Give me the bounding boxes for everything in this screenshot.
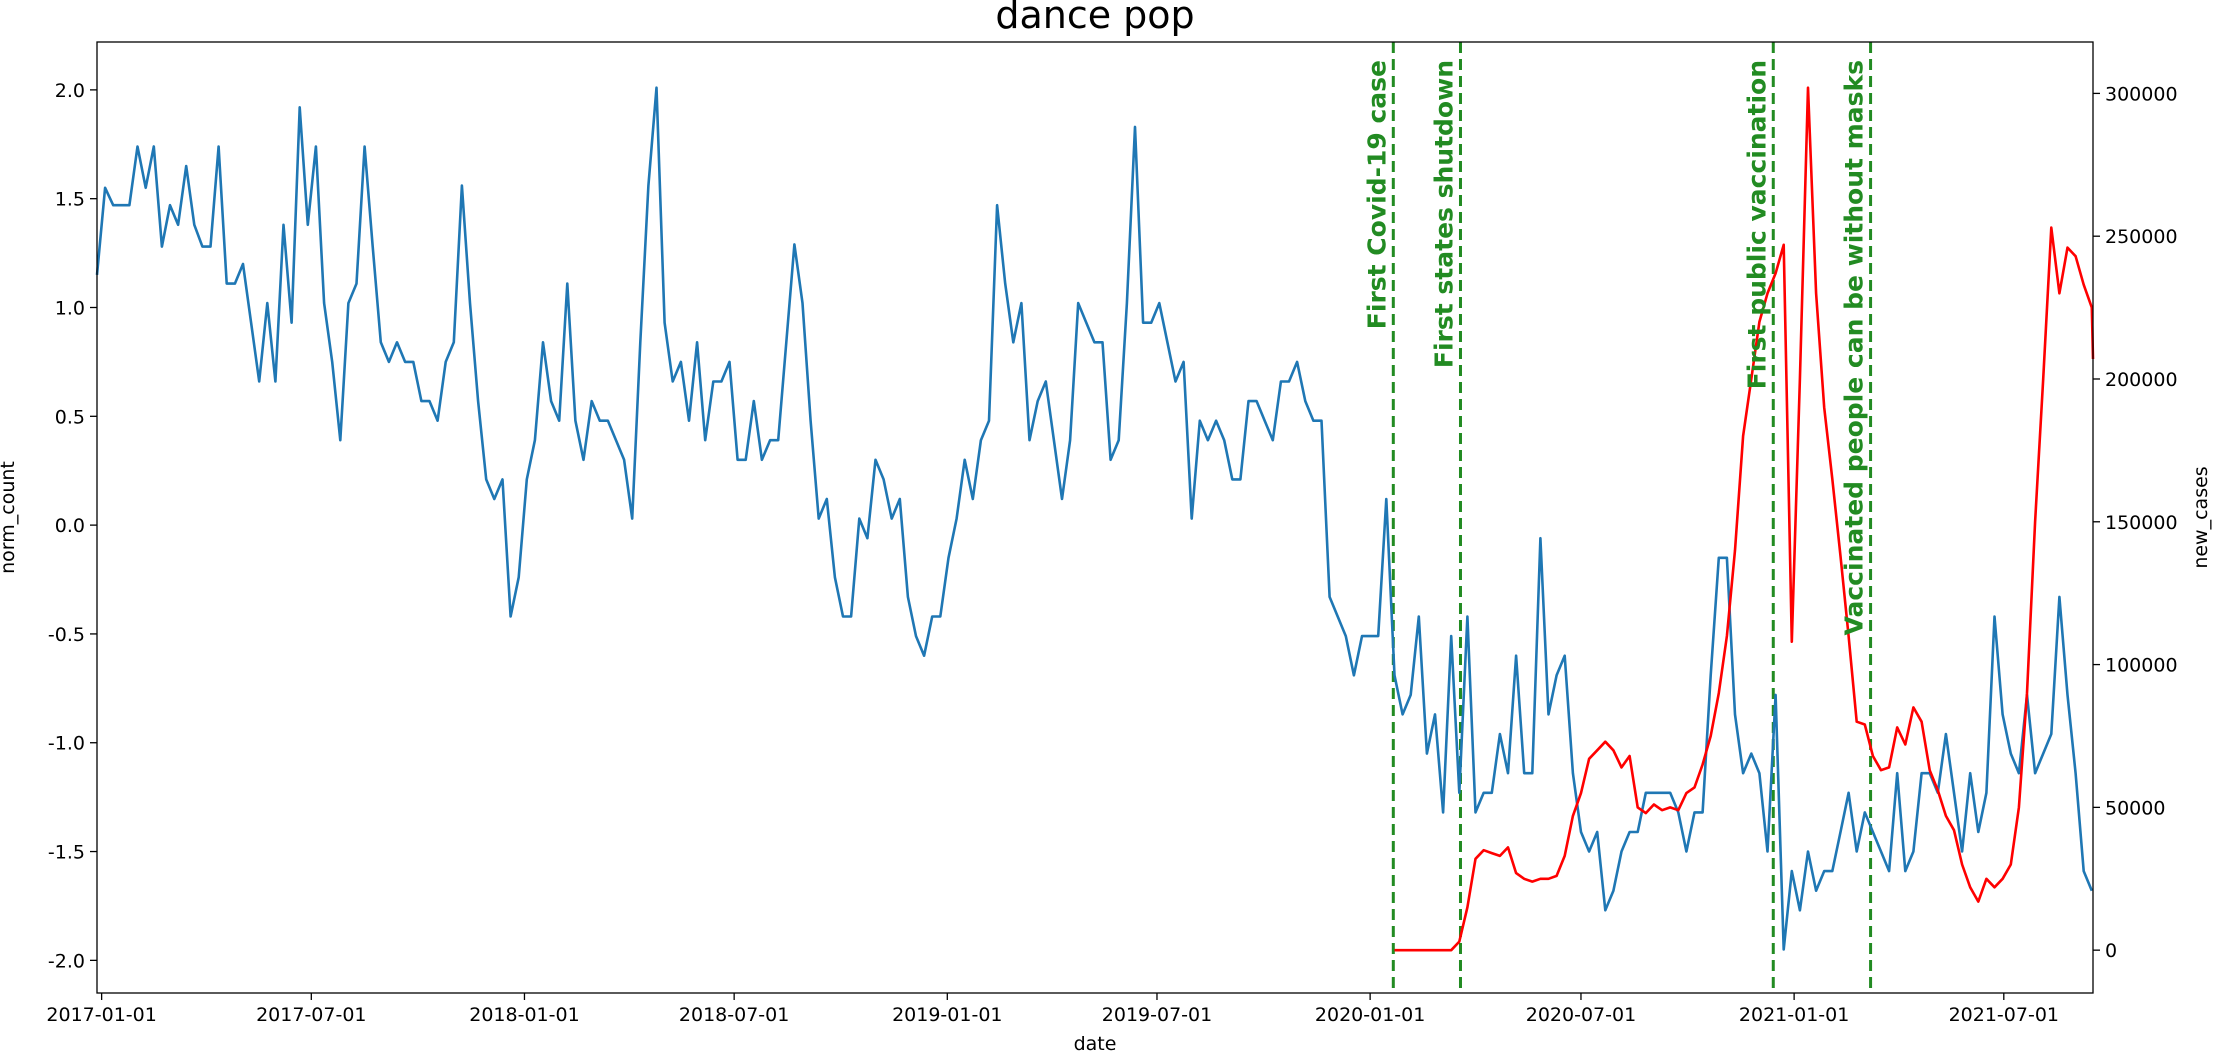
event-label: First public vaccination: [1742, 60, 1771, 389]
y-right-tick-label: 200000: [2105, 369, 2178, 391]
y-left-tick-label: 0.0: [55, 515, 85, 537]
y-right-tick-label: 150000: [2105, 512, 2178, 534]
y-right-tick-label: 0: [2105, 940, 2117, 962]
y-axis-right-ticks: 300000 250000 200000 150000 100000 50000 0: [2093, 83, 2178, 962]
x-tick-label: 2020-07-01: [1526, 1004, 1636, 1026]
norm-count-line: [95, 86, 2094, 951]
y-axis-left-ticks: 2.0 1.5 1.0 0.5 0.0 -0.5 -1.0 -1.5 -2.0: [48, 80, 97, 972]
plot-frame: [96, 41, 2094, 994]
x-axis-ticks: 2017-01-01 2017-07-01 2018-01-01 2018-07-01…: [46, 993, 2059, 1026]
event-lines: [1391, 42, 1873, 993]
y-left-tick-label: 1.0: [55, 297, 85, 319]
x-tick-label: 2021-07-01: [1949, 1004, 2059, 1026]
y-right-tick-label: 50000: [2105, 797, 2165, 819]
y-right-tick-label: 100000: [2105, 655, 2178, 677]
norm-count-series: [95, 86, 2094, 951]
y-right-tick-label: 250000: [2105, 226, 2178, 248]
y-left-tick-label: 1.5: [55, 189, 85, 211]
chart-title: dance pop: [995, 0, 1194, 37]
x-tick-label: 2020-01-01: [1315, 1004, 1425, 1026]
y-axis-right-label: new_cases: [2190, 466, 2212, 568]
x-tick-label: 2019-07-01: [1102, 1004, 1212, 1026]
event-labels: First Covid-19 case First states shutdown…: [1362, 60, 1868, 635]
new-cases-series: [1394, 86, 2095, 952]
x-tick-label: 2019-01-01: [892, 1004, 1002, 1026]
x-tick-label: 2021-01-01: [1739, 1004, 1849, 1026]
event-label: Vaccinated people can be without masks: [1840, 60, 1869, 635]
y-right-tick-label: 300000: [2105, 83, 2178, 105]
x-tick-label: 2018-07-01: [679, 1004, 789, 1026]
y-left-tick-label: -0.5: [48, 624, 85, 646]
event-label: First states shutdown: [1429, 60, 1458, 368]
x-axis-label: date: [1074, 1033, 1117, 1054]
y-left-tick-label: -2.0: [48, 950, 85, 972]
y-left-tick-label: 2.0: [55, 80, 85, 102]
y-axis-left-label: norm_count: [0, 461, 19, 574]
y-left-tick-label: -1.5: [48, 842, 85, 864]
x-tick-label: 2017-07-01: [256, 1004, 366, 1026]
event-label: First Covid-19 case: [1362, 60, 1391, 329]
y-left-tick-label: 0.5: [55, 406, 85, 428]
x-tick-label: 2018-01-01: [469, 1004, 579, 1026]
new-cases-line: [1394, 86, 2095, 952]
y-left-tick-label: -1.0: [48, 733, 85, 755]
x-tick-label: 2017-01-01: [46, 1004, 156, 1026]
